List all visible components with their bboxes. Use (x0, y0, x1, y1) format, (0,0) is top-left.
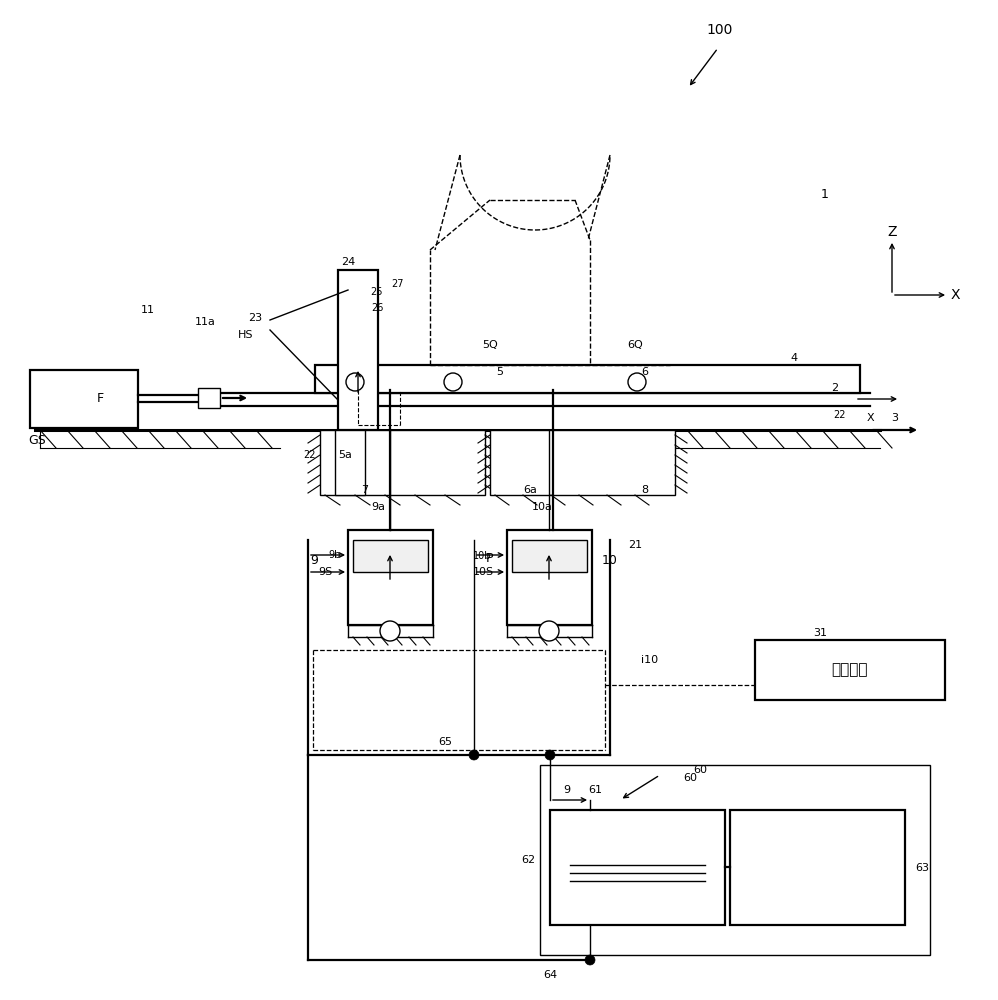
Text: Z: Z (887, 225, 897, 239)
Text: 10a: 10a (532, 502, 553, 512)
Text: 2: 2 (831, 383, 838, 393)
Text: 5: 5 (496, 367, 504, 377)
Bar (550, 810, 725, 925)
Text: 100: 100 (707, 23, 734, 37)
Text: X: X (866, 413, 874, 423)
Text: 24: 24 (341, 257, 355, 267)
Text: 26: 26 (371, 303, 383, 313)
Bar (198, 388, 220, 408)
Text: 控制装置: 控制装置 (831, 662, 868, 678)
Text: 22: 22 (303, 450, 316, 460)
Bar (335, 430, 365, 495)
Text: HS: HS (238, 330, 253, 340)
Bar (353, 540, 428, 572)
Text: 1: 1 (821, 188, 829, 202)
Circle shape (444, 373, 462, 391)
Text: 31: 31 (813, 628, 827, 638)
Text: 5a: 5a (338, 450, 352, 460)
Text: 10S: 10S (472, 567, 494, 577)
Text: P: P (485, 552, 493, 564)
Text: 60: 60 (693, 765, 707, 775)
Bar (507, 530, 592, 625)
Text: 6a: 6a (523, 485, 537, 495)
Text: 10: 10 (602, 554, 618, 566)
Text: 60: 60 (683, 773, 697, 783)
Text: 61: 61 (588, 785, 602, 795)
Text: 9: 9 (310, 554, 318, 566)
Text: 62: 62 (521, 855, 535, 865)
Text: 9a: 9a (371, 502, 385, 512)
Circle shape (585, 955, 595, 965)
Text: 64: 64 (543, 970, 557, 980)
Bar (320, 430, 485, 495)
Text: 21: 21 (628, 540, 642, 550)
Text: GS: GS (28, 434, 46, 446)
Text: 4: 4 (790, 353, 797, 363)
Bar (490, 430, 675, 495)
Text: 63: 63 (915, 863, 929, 873)
Text: 27: 27 (392, 279, 404, 289)
Text: 3: 3 (891, 413, 898, 423)
Text: 65: 65 (438, 737, 452, 747)
Circle shape (469, 750, 479, 760)
Bar (755, 640, 945, 700)
Bar (348, 530, 433, 625)
Text: 8: 8 (642, 485, 649, 495)
Bar (512, 540, 587, 572)
Circle shape (628, 373, 646, 391)
Text: 11a: 11a (195, 317, 216, 327)
Circle shape (539, 621, 559, 641)
Bar (30, 370, 138, 428)
Text: X: X (950, 288, 960, 302)
Text: 5Q: 5Q (482, 340, 498, 350)
Text: 9b: 9b (328, 550, 341, 560)
Text: 25: 25 (370, 287, 383, 297)
Bar (730, 810, 905, 925)
Bar (540, 765, 930, 955)
Text: i10: i10 (642, 655, 659, 665)
Text: 23: 23 (248, 313, 262, 323)
Text: 9S: 9S (318, 567, 332, 577)
Circle shape (545, 750, 555, 760)
Text: 7: 7 (361, 485, 368, 495)
Text: 22: 22 (833, 410, 846, 420)
Text: F: F (97, 391, 104, 404)
Text: 6Q: 6Q (627, 340, 643, 350)
Text: 11: 11 (141, 305, 155, 315)
Bar (338, 270, 378, 430)
Bar (315, 365, 860, 393)
Text: 6: 6 (642, 367, 649, 377)
Circle shape (346, 373, 364, 391)
Text: 10b: 10b (473, 551, 491, 561)
Circle shape (380, 621, 400, 641)
Text: 9: 9 (564, 785, 571, 795)
